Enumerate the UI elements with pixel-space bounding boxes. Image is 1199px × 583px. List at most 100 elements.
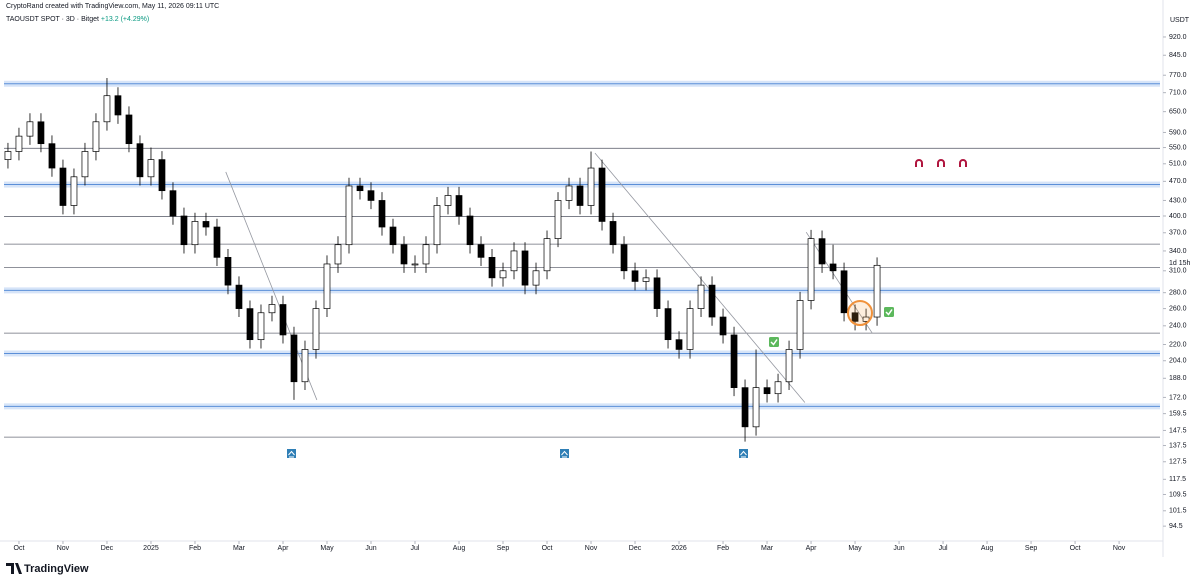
candle-body <box>400 244 408 265</box>
candle-body <box>818 238 826 265</box>
candle-body <box>268 304 276 314</box>
candle-body <box>499 270 507 279</box>
candle-body <box>92 121 100 152</box>
price-change: +13.2 (+4.29%) <box>100 16 150 23</box>
x-tick-label: Mar <box>233 545 246 552</box>
candle-body <box>477 244 485 258</box>
candle-body <box>213 226 221 258</box>
candle-body <box>125 114 133 145</box>
y-tick-label: 159.5 <box>1169 410 1187 417</box>
candle-body <box>807 238 815 301</box>
candle-body <box>708 284 716 318</box>
candle-body <box>191 221 199 246</box>
trendline <box>594 152 806 403</box>
candle-body <box>323 263 331 309</box>
x-tick-label: Oct <box>542 545 553 552</box>
candle-body <box>26 121 34 137</box>
y-tick-label: 400.0 <box>1169 213 1187 220</box>
y-tick-label: 260.0 <box>1169 305 1187 312</box>
y-tick-label: 117.5 <box>1169 476 1186 483</box>
x-tick-label: Jun <box>893 545 904 552</box>
x-tick-label: Feb <box>189 545 201 552</box>
candle-body <box>367 190 375 201</box>
candle-body <box>488 257 496 279</box>
candle-body <box>147 159 155 178</box>
y-tick-label: 770.0 <box>1169 72 1187 79</box>
candle-body <box>279 304 287 336</box>
arrow-marker <box>287 449 296 458</box>
candle-body <box>158 159 166 192</box>
candle-body <box>664 308 672 341</box>
y-tick-label: 280.0 <box>1169 290 1187 297</box>
candle-body <box>653 277 661 309</box>
y-tick-label: 109.5 <box>1169 491 1187 498</box>
y-tick-label: 137.5 <box>1169 442 1187 449</box>
candle-body <box>752 387 760 428</box>
logo: TradingView <box>6 563 89 575</box>
candle-body <box>70 176 78 206</box>
y-tick-label: 550.0 <box>1169 144 1187 151</box>
x-tick-label: Mar <box>761 545 774 552</box>
candle-body <box>829 263 837 272</box>
x-tick-label: Oct <box>1070 545 1081 552</box>
candle-body <box>4 151 12 160</box>
x-tick-label: Oct <box>14 545 25 552</box>
y-tick-label: 240.0 <box>1169 323 1187 330</box>
candle-body <box>37 121 45 145</box>
candle-body <box>774 381 782 395</box>
candle-body <box>202 221 210 228</box>
candle-body <box>312 308 320 350</box>
x-tick-label: Nov <box>585 545 598 552</box>
candle-body <box>257 312 265 341</box>
candle-body <box>334 244 342 265</box>
x-tick-label: Jul <box>411 545 420 552</box>
candle-body <box>576 185 584 206</box>
candle-body <box>444 195 452 206</box>
magnet-icon <box>915 159 923 167</box>
x-tick-label: Apr <box>806 545 818 552</box>
symbol: TAOUSDT SPOT · 3D · Bitget <box>6 16 99 23</box>
candle-body <box>433 205 441 246</box>
attribution: CryptoRand created with TradingView.com,… <box>6 3 220 10</box>
candle-body <box>763 387 771 395</box>
y-tick-label: 650.0 <box>1169 108 1187 115</box>
x-tick-label: Feb <box>717 545 729 552</box>
candle-body <box>631 270 639 282</box>
candle-body <box>169 190 177 217</box>
candle-body <box>301 349 309 383</box>
brand: TradingView <box>24 563 89 575</box>
candle-body <box>136 143 144 178</box>
plot <box>4 78 1160 442</box>
countdown: 1d 15h <box>1169 260 1191 267</box>
y-tick-label: 127.5 <box>1169 459 1187 466</box>
x-tick-label: Jul <box>939 545 948 552</box>
candle-body <box>598 167 606 222</box>
y-tick-label: 845.0 <box>1169 52 1187 59</box>
check-icon <box>769 337 779 347</box>
candle-body <box>565 185 573 201</box>
candle-body <box>510 250 518 272</box>
y-tick-label: 590.0 <box>1169 129 1187 136</box>
arrow-marker <box>739 449 748 458</box>
y-tick-label: 101.5 <box>1169 508 1187 515</box>
candle-body <box>840 270 848 314</box>
arrow-marker <box>560 449 569 458</box>
y-tick-label: 710.0 <box>1169 90 1187 97</box>
x-tick-label: Aug <box>453 545 466 552</box>
candle-body <box>521 250 529 286</box>
candle-body <box>785 349 793 383</box>
candle-body <box>356 185 364 192</box>
axis-unit: USDT <box>1170 17 1190 24</box>
y-tick-label: 920.0 <box>1169 34 1187 41</box>
y-tick-label: 470.0 <box>1169 178 1187 185</box>
candle-body <box>345 185 353 246</box>
candle-body <box>620 244 628 272</box>
x-tick-label: Jun <box>365 545 376 552</box>
candle-body <box>411 263 419 266</box>
candle-body <box>15 135 23 152</box>
candle-body <box>389 226 397 246</box>
candle-body <box>587 167 595 206</box>
candle-body <box>851 312 859 322</box>
y-tick-label: 188.0 <box>1169 375 1187 382</box>
candle-body <box>224 257 232 286</box>
